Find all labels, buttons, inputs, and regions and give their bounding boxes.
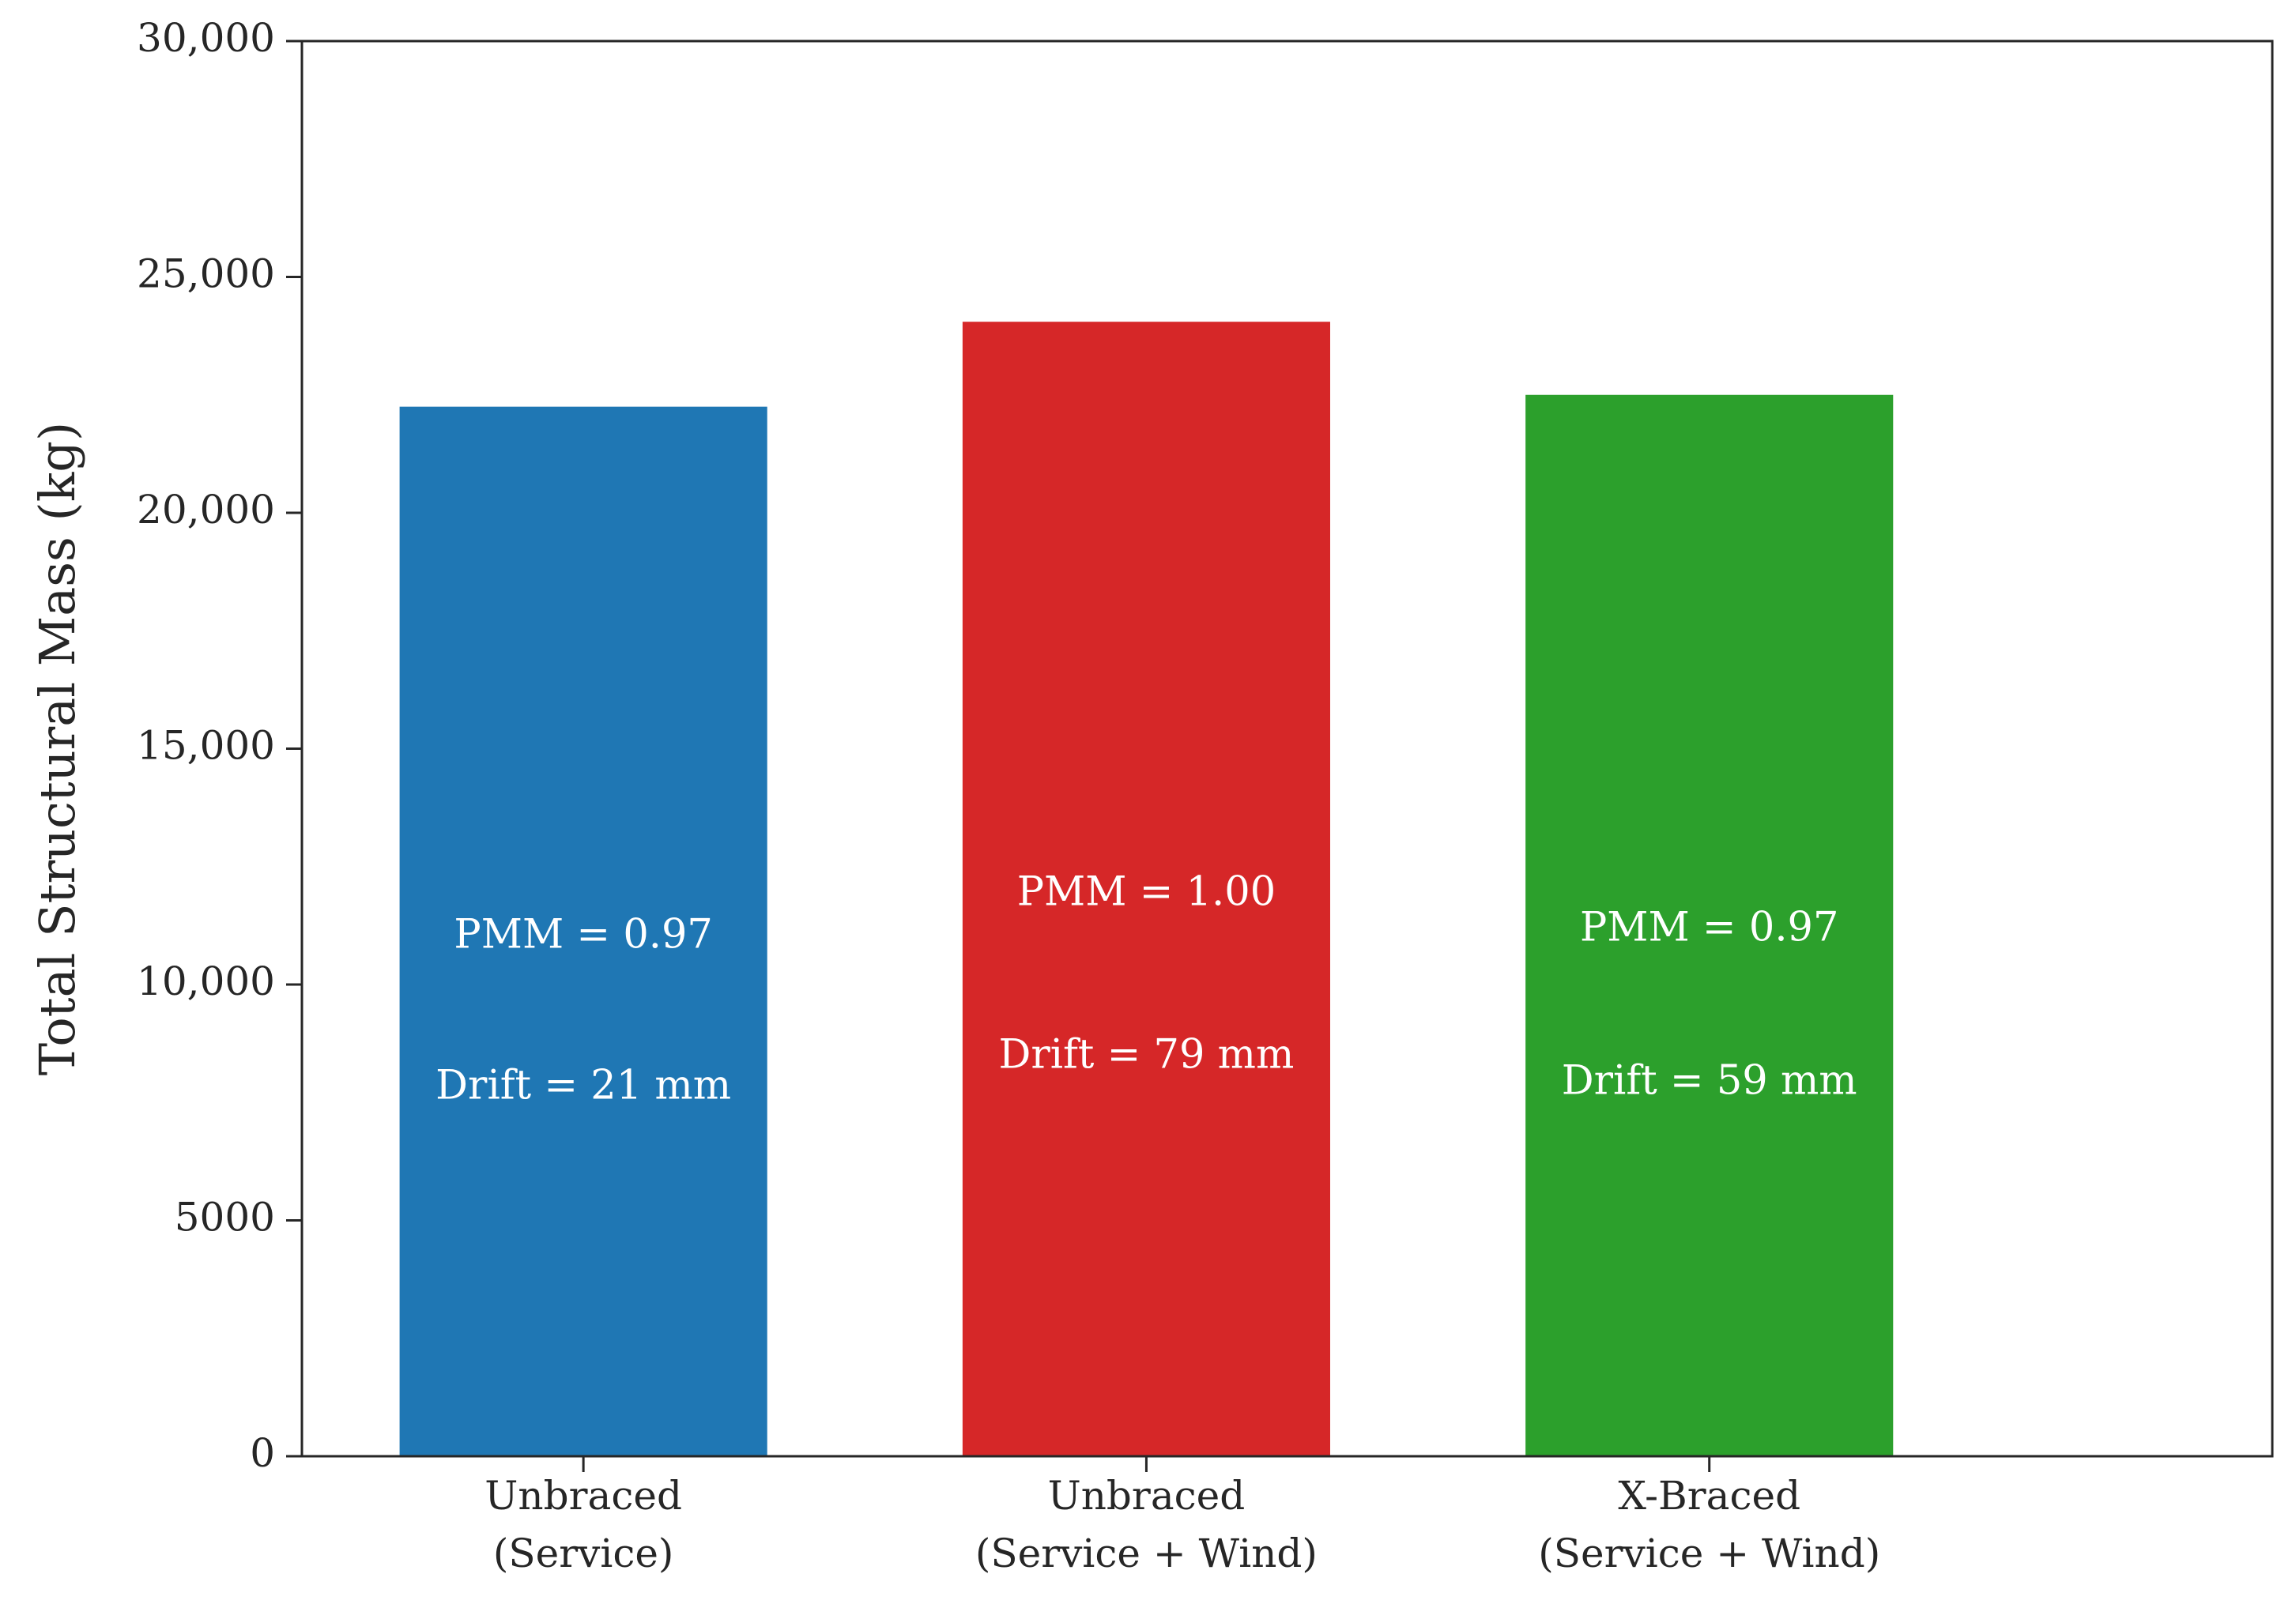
y-tick-label: 5000 bbox=[175, 1195, 275, 1241]
bar-annotations: PMM = 0.97 Drift = 21 mm PMM = 1.00 Drift =… bbox=[435, 869, 1857, 1109]
y-axis: 0 5000 10,000 15,000 20,000 25,000 30,000 bbox=[137, 15, 302, 1476]
bar-2 bbox=[1525, 394, 1894, 1456]
y-tick-label: 0 bbox=[250, 1430, 275, 1476]
y-tick-label: 20,000 bbox=[137, 487, 275, 533]
bar-1-drift-label: Drift = 79 mm bbox=[998, 1032, 1294, 1079]
bar-0-pmm-label: PMM = 0.97 bbox=[454, 911, 712, 958]
bar-1-pmm-label: PMM = 1.00 bbox=[1017, 869, 1276, 916]
x-tick-label: Unbraced bbox=[1048, 1473, 1246, 1519]
x-tick-label: X-Braced bbox=[1618, 1473, 1800, 1519]
y-tick-label: 25,000 bbox=[137, 251, 275, 297]
y-axis-title: Total Structural Mass (kg) bbox=[28, 422, 86, 1075]
x-tick-label: (Service + Wind) bbox=[1538, 1531, 1880, 1576]
bar-2-drift-label: Drift = 59 mm bbox=[1562, 1057, 1857, 1104]
y-tick-label: 30,000 bbox=[137, 15, 275, 61]
x-tick-label: (Service + Wind) bbox=[975, 1531, 1318, 1576]
bars-layer bbox=[399, 322, 1894, 1457]
x-tick-label: (Service) bbox=[493, 1531, 674, 1576]
plot-frame bbox=[300, 40, 2274, 1458]
bar-0-drift-label: Drift = 21 mm bbox=[435, 1062, 731, 1109]
x-axis: Unbraced (Service) Unbraced (Service + Wind… bbox=[484, 1456, 1880, 1576]
bar-0 bbox=[399, 406, 767, 1456]
x-tick-label: Unbraced bbox=[484, 1473, 682, 1519]
bar-1 bbox=[962, 322, 1330, 1457]
bar-2-pmm-label: PMM = 0.97 bbox=[1580, 904, 1838, 951]
y-tick-label: 10,000 bbox=[137, 958, 275, 1004]
y-tick-label: 15,000 bbox=[137, 723, 275, 769]
